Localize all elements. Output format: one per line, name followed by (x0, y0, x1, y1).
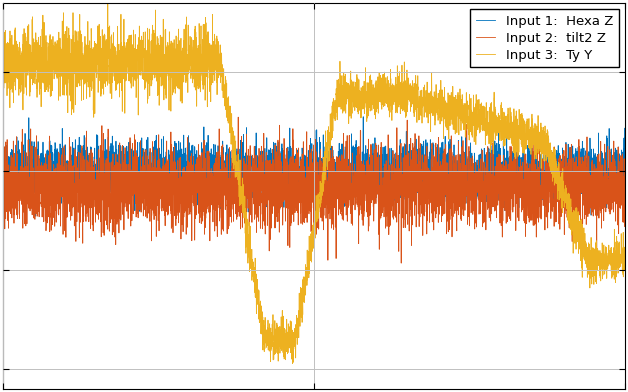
Input 1:  Hexa Z: (0, 0.0348): Hexa Z: (0, 0.0348) (0, 162, 6, 167)
Input 3:  Ty Y: (0.382, -0.162): Ty Y: (0.382, -0.162) (237, 201, 244, 205)
Legend: Input 1:  Hexa Z, Input 2:  tilt2 Z, Input 3:  Ty Y: Input 1: Hexa Z, Input 2: tilt2 Z, Input… (470, 9, 619, 67)
Input 2:  tilt2 Z: (1, -0.0156): tilt2 Z: (1, -0.0156) (622, 172, 628, 177)
Line: Input 1:  Hexa Z: Input 1: Hexa Z (3, 117, 625, 216)
Input 3:  Ty Y: (0.465, -0.97): Ty Y: (0.465, -0.97) (289, 361, 296, 366)
Input 1:  Hexa Z: (0.382, 0.156): Hexa Z: (0.382, 0.156) (237, 138, 244, 143)
Input 1:  Hexa Z: (1, -0.0594): Hexa Z: (1, -0.0594) (622, 181, 628, 185)
Input 3:  Ty Y: (0.651, 0.357): Ty Y: (0.651, 0.357) (404, 98, 411, 103)
Input 3:  Ty Y: (0, 0.506): Ty Y: (0, 0.506) (0, 69, 6, 73)
Input 1:  Hexa Z: (0.6, -0.134): Hexa Z: (0.6, -0.134) (372, 195, 380, 200)
Input 1:  Hexa Z: (0.747, -0.141): Hexa Z: (0.747, -0.141) (463, 197, 471, 201)
Input 1:  Hexa Z: (0.651, 0.0741): Hexa Z: (0.651, 0.0741) (404, 154, 411, 159)
Input 2:  tilt2 Z: (0.382, 0.0539): tilt2 Z: (0.382, 0.0539) (237, 158, 244, 163)
Input 2:  tilt2 Z: (0, -0.122): tilt2 Z: (0, -0.122) (0, 193, 6, 198)
Input 1:  Hexa Z: (0.579, 0.275): Hexa Z: (0.579, 0.275) (359, 114, 367, 119)
Input 3:  Ty Y: (0.823, 0.188): Ty Y: (0.823, 0.188) (511, 132, 519, 136)
Input 2:  tilt2 Z: (0.822, -0.026): tilt2 Z: (0.822, -0.026) (511, 174, 519, 179)
Input 2:  tilt2 Z: (0.182, 0.0871): tilt2 Z: (0.182, 0.0871) (112, 152, 119, 156)
Line: Input 2:  tilt2 Z: Input 2: tilt2 Z (3, 117, 625, 265)
Input 2:  tilt2 Z: (0.6, 0.128): tilt2 Z: (0.6, 0.128) (372, 143, 380, 148)
Input 2:  tilt2 Z: (0.651, -0.268): tilt2 Z: (0.651, -0.268) (404, 222, 411, 227)
Input 1:  Hexa Z: (0.182, 0.151): Hexa Z: (0.182, 0.151) (112, 139, 120, 143)
Input 3:  Ty Y: (1, -0.458): Ty Y: (1, -0.458) (622, 260, 628, 264)
Line: Input 3:  Ty Y: Input 3: Ty Y (3, 0, 625, 363)
Input 1:  Hexa Z: (0.823, 0.109): Hexa Z: (0.823, 0.109) (511, 147, 519, 152)
Input 2:  tilt2 Z: (0.954, -0.472): tilt2 Z: (0.954, -0.472) (593, 263, 600, 267)
Input 1:  Hexa Z: (0.0524, -0.227): Hexa Z: (0.0524, -0.227) (31, 214, 39, 219)
Input 3:  Ty Y: (0.6, 0.381): Ty Y: (0.6, 0.381) (372, 93, 380, 98)
Input 3:  Ty Y: (0.182, 0.505): Ty Y: (0.182, 0.505) (112, 69, 120, 74)
Input 2:  tilt2 Z: (0.378, 0.273): tilt2 Z: (0.378, 0.273) (234, 115, 242, 120)
Input 3:  Ty Y: (0.747, 0.355): Ty Y: (0.747, 0.355) (463, 98, 471, 103)
Input 2:  tilt2 Z: (0.746, -0.0931): tilt2 Z: (0.746, -0.0931) (463, 187, 471, 192)
